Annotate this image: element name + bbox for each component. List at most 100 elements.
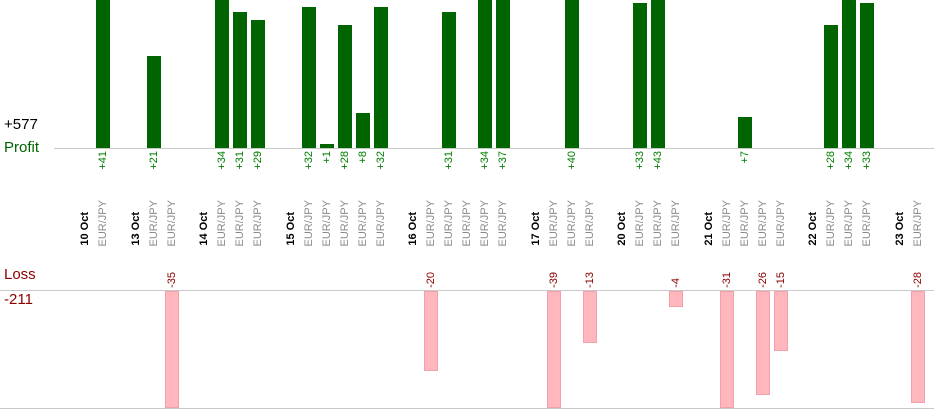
profit-value-label: +34: [216, 151, 228, 170]
profit-value-label: +29: [252, 151, 264, 170]
instrument-label: EUR/JPY: [461, 199, 473, 246]
date-label: 20 Oct: [616, 212, 628, 246]
profit-bar: [215, 0, 229, 148]
loss-value-label: -15: [774, 272, 787, 288]
instrument-label: EUR/JPY: [547, 199, 560, 246]
instrument-label: EUR/JPY: [374, 199, 387, 246]
instrument-label: EUR/JPY: [97, 199, 109, 246]
profit-value-label: +33: [861, 151, 873, 170]
profit-value-label: +28: [825, 151, 837, 170]
loss-bar: [164, 291, 179, 408]
instrument-label: EUR/JPY: [634, 199, 646, 246]
loss-bar: [719, 291, 734, 408]
loss-axis-label: Loss: [4, 266, 36, 283]
date-label: 23 Oct: [893, 212, 906, 246]
instrument-label: EUR/JPY: [738, 199, 751, 246]
instrument-label: EUR/JPY: [443, 199, 455, 246]
date-label: 22 Oct: [807, 212, 819, 246]
loss-bar: [910, 291, 925, 403]
profit-value-label: +28: [338, 151, 351, 170]
profit-bar: [301, 7, 316, 148]
profit-value-label: +1: [320, 151, 333, 164]
date-label: 16 Oct: [407, 212, 419, 246]
loss-bar: [773, 291, 788, 351]
loss-value-label: -4: [670, 278, 682, 288]
instrument-label: EUR/JPY: [825, 199, 837, 246]
loss-baseline: [0, 290, 934, 291]
instrument-label: EUR/JPY: [479, 199, 491, 246]
profit-bar: [651, 0, 665, 148]
instrument-label: EUR/JPY: [356, 199, 369, 246]
profit-value-label: +40: [565, 151, 578, 170]
profit-bar: [860, 3, 874, 148]
profit-total: +577: [4, 116, 38, 133]
profit-bar: [319, 144, 334, 148]
date-label: 17 Oct: [529, 212, 542, 246]
instrument-label: EUR/JPY: [320, 199, 333, 246]
profit-bar: [337, 25, 352, 148]
profit-value-label: +32: [302, 151, 315, 170]
profit-bar: [824, 25, 838, 148]
profit-value-label: +41: [97, 151, 109, 170]
instrument-label: EUR/JPY: [774, 199, 787, 246]
date-label: 15 Oct: [284, 212, 297, 246]
loss-bar: [669, 291, 683, 307]
date-label: 10 Oct: [79, 212, 91, 246]
instrument-label: EUR/JPY: [252, 199, 264, 246]
profit-bar: [233, 12, 247, 148]
profit-bar: [355, 113, 370, 148]
profit-value-label: +32: [374, 151, 387, 170]
date-label: 14 Oct: [198, 212, 210, 246]
profit-value-label: +7: [738, 151, 751, 164]
profit-bar: [633, 3, 647, 148]
instrument-label: EUR/JPY: [302, 199, 315, 246]
date-label: 21 Oct: [702, 212, 715, 246]
profit-value-label: +34: [843, 151, 855, 170]
loss-value-label: -31: [720, 272, 733, 288]
instrument-label: EUR/JPY: [338, 199, 351, 246]
profit-bar: [842, 0, 856, 148]
loss-value-label: -39: [547, 272, 560, 288]
instrument-label: EUR/JPY: [425, 199, 437, 246]
loss-value-label: -35: [165, 272, 178, 288]
profit-value-label: +34: [479, 151, 491, 170]
profit-value-label: +31: [443, 151, 455, 170]
loss-value-label: -26: [756, 272, 769, 288]
profit-bar: [251, 20, 265, 148]
profit-value-label: +43: [652, 151, 664, 170]
loss-bar: [424, 291, 438, 371]
profit-bar: [478, 0, 492, 148]
instrument-label: EUR/JPY: [670, 199, 682, 246]
profit-value-label: +21: [147, 151, 160, 170]
instrument-label: EUR/JPY: [911, 199, 924, 246]
profit-bar: [96, 0, 110, 148]
instrument-label: EUR/JPY: [165, 199, 178, 246]
loss-value-label: -20: [425, 272, 437, 288]
profit-bar: [373, 7, 388, 148]
loss-bar: [755, 291, 770, 395]
instrument-label: EUR/JPY: [652, 199, 664, 246]
profit-baseline: [54, 148, 934, 149]
instrument-label: EUR/JPY: [861, 199, 873, 246]
instrument-label: EUR/JPY: [147, 199, 160, 246]
instrument-label: EUR/JPY: [756, 199, 769, 246]
profit-value-label: +31: [234, 151, 246, 170]
profit-axis-label: Profit: [4, 139, 40, 156]
profit-bar: [496, 0, 510, 148]
instrument-label: EUR/JPY: [497, 199, 509, 246]
instrument-label: EUR/JPY: [843, 199, 855, 246]
loss-value-label: -28: [911, 272, 924, 288]
profit-bar: [737, 117, 752, 148]
profit-bar: [564, 0, 579, 148]
instrument-label: EUR/JPY: [720, 199, 733, 246]
loss-bottom-line: [0, 408, 934, 409]
profit-bar: [146, 56, 161, 148]
loss-bar: [546, 291, 561, 408]
profit-value-label: +8: [356, 151, 369, 164]
instrument-label: EUR/JPY: [216, 199, 228, 246]
profit-bar: [442, 12, 456, 148]
profit-value-label: +37: [497, 151, 509, 170]
profit-value-label: +33: [634, 151, 646, 170]
loss-bar: [582, 291, 597, 343]
